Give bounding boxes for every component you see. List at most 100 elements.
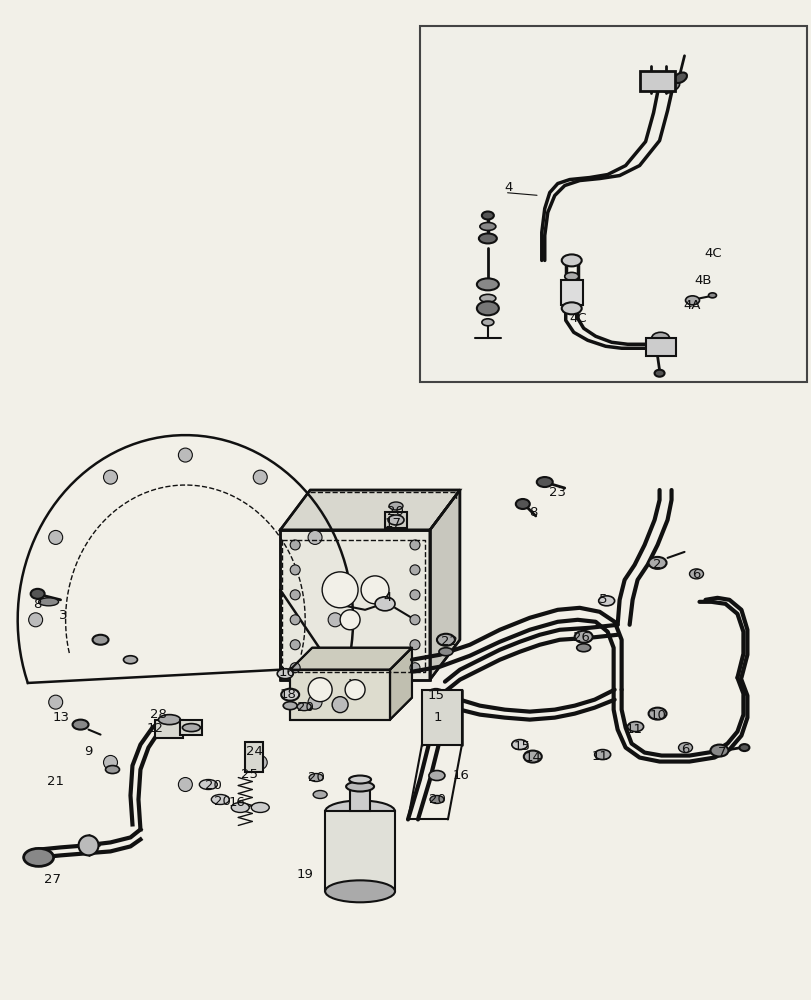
Polygon shape [280, 490, 459, 530]
Circle shape [290, 663, 300, 673]
Ellipse shape [654, 370, 663, 377]
Circle shape [290, 565, 300, 575]
Text: 4B: 4B [694, 274, 711, 287]
Circle shape [49, 530, 62, 544]
Ellipse shape [598, 596, 614, 606]
Text: 26: 26 [573, 631, 590, 644]
Circle shape [290, 615, 300, 625]
Circle shape [345, 680, 365, 700]
Text: 1: 1 [433, 711, 442, 724]
Text: 21: 21 [47, 775, 64, 788]
Text: 10: 10 [648, 709, 665, 722]
Text: 20: 20 [213, 795, 230, 808]
Ellipse shape [345, 782, 374, 792]
Ellipse shape [324, 880, 394, 902]
Circle shape [49, 695, 62, 709]
Ellipse shape [182, 724, 200, 732]
Text: 7: 7 [717, 746, 726, 759]
Ellipse shape [564, 272, 578, 280]
Text: 11: 11 [590, 750, 607, 763]
Ellipse shape [309, 774, 323, 782]
Circle shape [332, 697, 348, 713]
Ellipse shape [24, 848, 54, 866]
Bar [324, 811, 394, 891]
Ellipse shape [515, 499, 529, 509]
Ellipse shape [281, 689, 298, 701]
Ellipse shape [439, 648, 453, 656]
Circle shape [410, 663, 419, 673]
Circle shape [308, 678, 332, 702]
Ellipse shape [158, 715, 180, 725]
Circle shape [290, 540, 300, 550]
Circle shape [253, 755, 267, 769]
Text: 4: 4 [384, 591, 392, 604]
Ellipse shape [689, 569, 702, 579]
Ellipse shape [430, 795, 444, 803]
Ellipse shape [476, 301, 498, 315]
Ellipse shape [561, 302, 581, 314]
Bar [639, 71, 674, 91]
Circle shape [307, 530, 322, 544]
Ellipse shape [684, 296, 698, 305]
Bar [245, 742, 263, 772]
Bar [560, 280, 582, 305]
Ellipse shape [481, 211, 493, 219]
Circle shape [410, 540, 419, 550]
Ellipse shape [710, 745, 727, 757]
Polygon shape [290, 670, 389, 720]
Text: 16: 16 [229, 796, 246, 809]
Text: 20: 20 [307, 771, 324, 784]
Text: 20: 20 [386, 505, 403, 518]
Circle shape [103, 470, 118, 484]
Circle shape [340, 610, 359, 630]
Text: 4A: 4A [683, 299, 701, 312]
Ellipse shape [481, 319, 493, 326]
Ellipse shape [72, 720, 88, 730]
Ellipse shape [479, 222, 496, 230]
Circle shape [322, 572, 358, 608]
Polygon shape [280, 530, 430, 680]
Ellipse shape [574, 631, 592, 643]
Ellipse shape [678, 743, 692, 753]
Ellipse shape [92, 635, 109, 645]
Ellipse shape [511, 740, 527, 750]
Circle shape [178, 448, 192, 462]
Ellipse shape [478, 233, 496, 243]
Circle shape [290, 590, 300, 600]
Ellipse shape [388, 515, 404, 525]
Ellipse shape [594, 750, 610, 760]
Circle shape [410, 565, 419, 575]
Text: 20: 20 [296, 701, 313, 714]
Ellipse shape [576, 644, 590, 652]
Bar [645, 338, 675, 356]
Ellipse shape [277, 669, 293, 679]
Text: 5: 5 [599, 593, 607, 606]
Circle shape [79, 835, 98, 855]
Ellipse shape [283, 702, 297, 710]
Ellipse shape [31, 589, 45, 599]
Text: 14: 14 [524, 751, 541, 764]
Text: 22: 22 [441, 635, 458, 648]
Ellipse shape [536, 477, 552, 487]
Text: 23: 23 [548, 486, 565, 499]
Ellipse shape [476, 278, 498, 290]
Text: 18: 18 [280, 688, 296, 701]
Text: 6: 6 [692, 568, 700, 581]
Circle shape [361, 576, 388, 604]
Text: 16: 16 [278, 666, 295, 679]
Bar [384, 512, 406, 528]
Ellipse shape [297, 703, 311, 711]
Text: 4C: 4C [569, 312, 586, 325]
Text: 11: 11 [624, 723, 642, 736]
Ellipse shape [324, 800, 394, 822]
Text: 13: 13 [52, 711, 69, 724]
Polygon shape [290, 648, 411, 670]
Polygon shape [430, 490, 459, 680]
Text: 27: 27 [44, 873, 61, 886]
Circle shape [253, 470, 267, 484]
Ellipse shape [349, 776, 371, 784]
Text: 19: 19 [296, 868, 313, 881]
Text: 28: 28 [150, 708, 166, 721]
Text: 9: 9 [84, 745, 92, 758]
Text: 6: 6 [680, 743, 689, 756]
